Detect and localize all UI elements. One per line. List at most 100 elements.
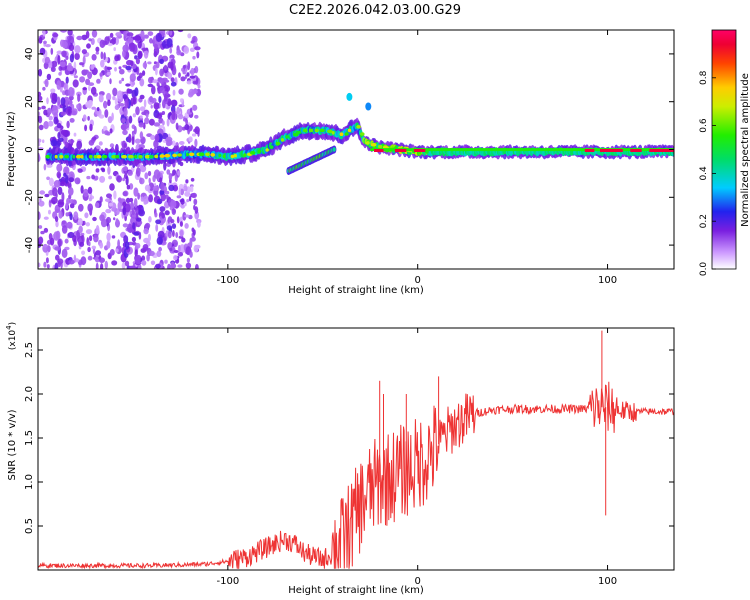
noise-speck bbox=[197, 84, 201, 89]
noise-speck bbox=[95, 250, 101, 256]
signal-core bbox=[75, 154, 82, 159]
noise-column-speck bbox=[58, 210, 63, 219]
noise-column-speck bbox=[128, 115, 133, 124]
noise-speck bbox=[43, 227, 49, 233]
snr-marks bbox=[38, 330, 674, 570]
noise-speck bbox=[50, 237, 55, 246]
noise-column-speck bbox=[122, 166, 128, 172]
noise-speck bbox=[194, 46, 201, 51]
noise-column-speck bbox=[69, 53, 74, 63]
noise-column-speck bbox=[127, 170, 133, 176]
noise-speck bbox=[91, 106, 96, 110]
noise-speck bbox=[122, 177, 125, 182]
noise-column-speck bbox=[156, 114, 163, 119]
noise-column-speck bbox=[61, 225, 68, 234]
noise-speck bbox=[92, 216, 97, 222]
noise-speck bbox=[41, 105, 46, 110]
noise-speck bbox=[82, 55, 86, 65]
noise-speck bbox=[193, 198, 198, 205]
noise-speck bbox=[142, 70, 146, 76]
signal-core bbox=[144, 154, 151, 159]
snr-scale-label: (x104) bbox=[5, 322, 18, 350]
noise-speck bbox=[180, 198, 185, 205]
noise-speck bbox=[81, 49, 87, 55]
noise-speck bbox=[179, 229, 184, 237]
noise-column-speck bbox=[68, 259, 75, 265]
noise-speck bbox=[176, 216, 180, 224]
noise-speck bbox=[196, 51, 200, 59]
noise-column-speck bbox=[67, 108, 71, 115]
noise-speck bbox=[87, 71, 93, 80]
noise-column-speck bbox=[135, 106, 140, 116]
noise-speck bbox=[80, 256, 87, 266]
signal-core bbox=[331, 131, 335, 135]
noise-speck bbox=[139, 106, 146, 112]
noise-speck bbox=[73, 132, 77, 137]
signal-core bbox=[365, 141, 370, 145]
noise-column-speck bbox=[122, 223, 129, 228]
noise-speck bbox=[148, 216, 152, 223]
noise-speck bbox=[104, 109, 109, 118]
noise-speck bbox=[190, 107, 193, 113]
noise-speck bbox=[175, 232, 179, 238]
signal-core bbox=[80, 154, 84, 159]
noise-speck bbox=[193, 244, 199, 253]
noise-column-speck bbox=[54, 262, 59, 269]
noise-column-speck bbox=[65, 76, 69, 84]
noise-speck bbox=[101, 168, 106, 173]
signal-core bbox=[370, 142, 377, 147]
noise-speck bbox=[172, 230, 175, 237]
noise-speck bbox=[55, 220, 59, 228]
noise-speck bbox=[114, 98, 118, 106]
noise-speck bbox=[184, 74, 188, 79]
signal-core bbox=[149, 154, 154, 159]
noise-column-speck bbox=[159, 58, 165, 65]
noise-speck bbox=[78, 203, 84, 212]
noise-speck bbox=[131, 81, 136, 86]
noise-column-speck bbox=[161, 212, 166, 219]
noise-column-speck bbox=[57, 199, 65, 208]
noise-column-speck bbox=[61, 220, 66, 225]
noise-speck bbox=[114, 55, 120, 62]
noise-column-speck bbox=[69, 118, 75, 123]
noise-column-speck bbox=[121, 118, 126, 124]
noise-speck bbox=[38, 138, 42, 143]
signal-core bbox=[222, 154, 226, 158]
noise-column-speck bbox=[68, 95, 74, 101]
noise-speck bbox=[173, 255, 178, 261]
signal-core bbox=[249, 151, 256, 155]
noise-speck bbox=[179, 221, 183, 227]
noise-speck bbox=[68, 98, 73, 108]
noise-column-speck bbox=[135, 167, 141, 177]
noise-speck bbox=[44, 78, 49, 88]
noise-speck bbox=[51, 60, 58, 68]
noise-speck bbox=[181, 237, 186, 243]
noise-speck bbox=[188, 136, 193, 142]
noise-speck bbox=[111, 235, 116, 239]
noise-speck bbox=[189, 239, 193, 248]
noise-column-speck bbox=[166, 169, 171, 175]
noise-speck bbox=[117, 239, 120, 249]
noise-speck bbox=[167, 72, 173, 79]
noise-speck bbox=[142, 61, 148, 69]
noise-column-speck bbox=[167, 230, 172, 239]
noise-speck bbox=[113, 217, 116, 221]
signal-core bbox=[88, 154, 93, 159]
noise-speck bbox=[82, 87, 87, 91]
noise-speck bbox=[152, 79, 159, 84]
tone-hot-segment bbox=[584, 149, 595, 152]
noise-speck bbox=[149, 38, 153, 44]
signal-core bbox=[257, 149, 262, 154]
noise-speck bbox=[143, 34, 149, 39]
noise-speck bbox=[150, 134, 156, 140]
noise-speck bbox=[95, 168, 100, 173]
noise-column-speck bbox=[155, 219, 162, 225]
noise-speck bbox=[42, 30, 46, 37]
signal-core bbox=[205, 152, 210, 157]
noise-column-speck bbox=[54, 246, 61, 251]
noise-speck bbox=[74, 52, 80, 61]
noise-speck bbox=[76, 104, 80, 109]
noise-speck bbox=[178, 187, 181, 196]
noise-column-speck bbox=[126, 184, 131, 190]
noise-speck bbox=[193, 204, 196, 211]
